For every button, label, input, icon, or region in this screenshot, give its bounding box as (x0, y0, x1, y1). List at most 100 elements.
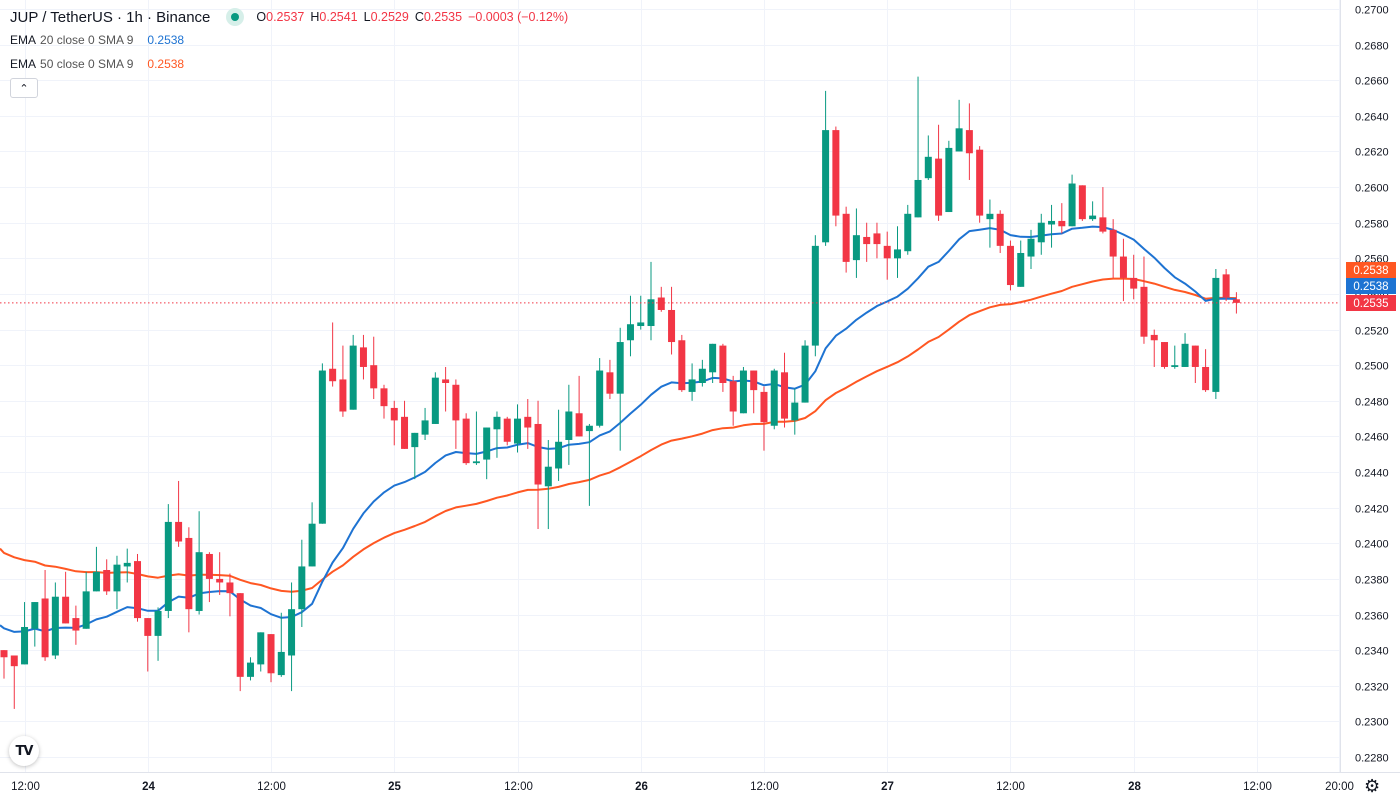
candle-body (935, 158, 943, 216)
time-tick-label: 12:00 (750, 781, 779, 793)
time-tick-label: 28 (1128, 781, 1141, 793)
time-tick-label: 24 (142, 781, 155, 793)
low-value: 0.2529 (370, 10, 409, 24)
candle-down (401, 400, 409, 449)
candle-down (863, 222, 871, 262)
candle-up (1089, 201, 1097, 221)
candle-body (719, 345, 727, 383)
market-status-icon[interactable] (226, 8, 245, 26)
candle-down (534, 400, 542, 530)
candle-up (195, 511, 203, 615)
indicator-ema50[interactable]: EMA 50 close 0 SMA 9 0.2538 (10, 52, 568, 76)
tradingview-logo[interactable]: TV (9, 736, 39, 766)
candle-down (339, 345, 347, 417)
candle-body (822, 130, 830, 243)
candle-up (308, 502, 316, 567)
candle-up (493, 411, 501, 458)
candle-up (1027, 229, 1035, 270)
candle-body (1017, 252, 1025, 287)
candle-down (1161, 342, 1169, 369)
candle-body (462, 418, 470, 464)
candle-up (822, 90, 830, 246)
candle-body (329, 368, 337, 382)
time-tick-label: 12:00 (257, 781, 286, 793)
price-badge: 0.2538 (1346, 278, 1396, 294)
candle-body (852, 235, 860, 261)
candle-down (134, 553, 142, 622)
candle-body (154, 610, 162, 636)
candle-down (1222, 269, 1230, 302)
candle-up (555, 409, 563, 481)
candle-up (82, 571, 90, 629)
candle-body (1171, 365, 1179, 367)
candle-down (452, 379, 460, 449)
candle-body (349, 345, 357, 410)
candle-body (514, 418, 521, 444)
candle-body (1232, 299, 1240, 303)
price-tick-label: 0.2360 (1355, 611, 1389, 623)
candle-up (852, 208, 860, 278)
candle-down (72, 605, 80, 645)
candle-body (1161, 342, 1169, 367)
close-label: C (414, 10, 424, 24)
candle-down (205, 552, 213, 603)
candle-body (637, 322, 645, 327)
candle-up (647, 261, 655, 341)
candle-body (1222, 274, 1230, 298)
candle-down (144, 618, 152, 672)
indicator-value: 0.2538 (147, 33, 185, 47)
candle-body (996, 213, 1004, 246)
candle-body (750, 370, 758, 391)
candle-body (1191, 345, 1199, 367)
candle-body (10, 655, 18, 667)
candle-body (678, 340, 686, 391)
price-tick-label: 0.2340 (1355, 646, 1389, 658)
candle-down (10, 655, 18, 709)
candle-down (1140, 256, 1148, 344)
collapse-legend-button[interactable]: ⌃ (10, 78, 38, 98)
time-tick-label: 25 (388, 781, 401, 793)
candle-up (637, 295, 645, 330)
gear-icon[interactable]: ⚙ (1364, 776, 1381, 796)
candle-body (442, 379, 450, 383)
candle-down (442, 366, 450, 412)
candle-down (175, 480, 183, 547)
indicator-ema20[interactable]: EMA 20 close 0 SMA 9 0.2538 (10, 28, 568, 52)
symbol-title[interactable]: JUP / TetherUS · 1h · Binance (10, 8, 211, 26)
candle-up (616, 327, 624, 451)
price-tick-label: 0.2420 (1355, 504, 1389, 516)
candle-down (729, 375, 737, 426)
candle-down (606, 359, 614, 400)
candle-body (21, 626, 29, 665)
price-badge-label: 0.2538 (1353, 265, 1388, 277)
candle-body (31, 602, 39, 629)
candle-down (1119, 238, 1127, 302)
price-tick-label: 0.2280 (1355, 753, 1389, 765)
candle-down (832, 126, 840, 227)
candle-down (873, 222, 881, 259)
candle-body (0, 650, 8, 658)
candle-up (955, 99, 963, 152)
candle-up (585, 423, 593, 506)
candle-body (555, 441, 563, 469)
candle-body (842, 213, 850, 262)
candle-body (606, 372, 614, 394)
price-tick-label: 0.2600 (1355, 183, 1389, 195)
candle-down (668, 286, 676, 355)
candle-up (904, 204, 912, 255)
candle-down (1078, 185, 1086, 221)
time-tick-label: 27 (881, 781, 894, 793)
candle-body (401, 416, 409, 449)
candle-body (134, 561, 142, 619)
price-badge-label: 0.2535 (1353, 298, 1388, 310)
candle-up (298, 539, 306, 627)
candle-body (626, 324, 634, 341)
candle-body (575, 413, 583, 437)
candle-body (791, 402, 799, 421)
open-label: O (256, 10, 267, 24)
candle-body (1068, 183, 1076, 227)
candle-body (216, 578, 224, 583)
candle-body (483, 427, 491, 460)
candle-body (51, 596, 59, 656)
